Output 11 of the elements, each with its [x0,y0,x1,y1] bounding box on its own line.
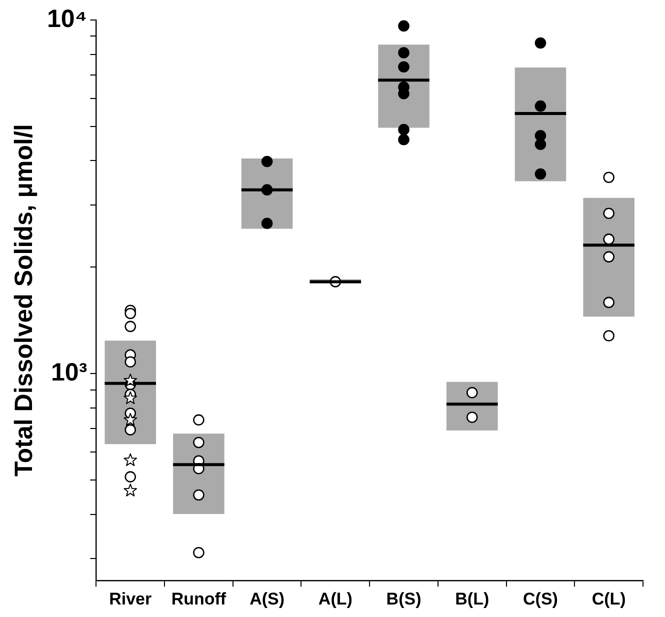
x-tick-label: A(L) [318,589,352,608]
x-tick-label: C(S) [522,589,558,608]
x-tick-label: B(S) [386,589,422,608]
y-axis-title: Total Dissolved Solids, μmol/l [10,124,38,477]
y-tick-label: 10³ [51,358,88,387]
x-tick-label: B(L) [455,589,490,608]
x-tick-label: River [109,589,152,608]
x-tick-label: A(S) [250,589,285,608]
x-tick-label: C(L) [592,589,626,608]
x-tick-label: Runoff [171,589,226,608]
y-tick-label: 10⁴ [46,4,88,33]
